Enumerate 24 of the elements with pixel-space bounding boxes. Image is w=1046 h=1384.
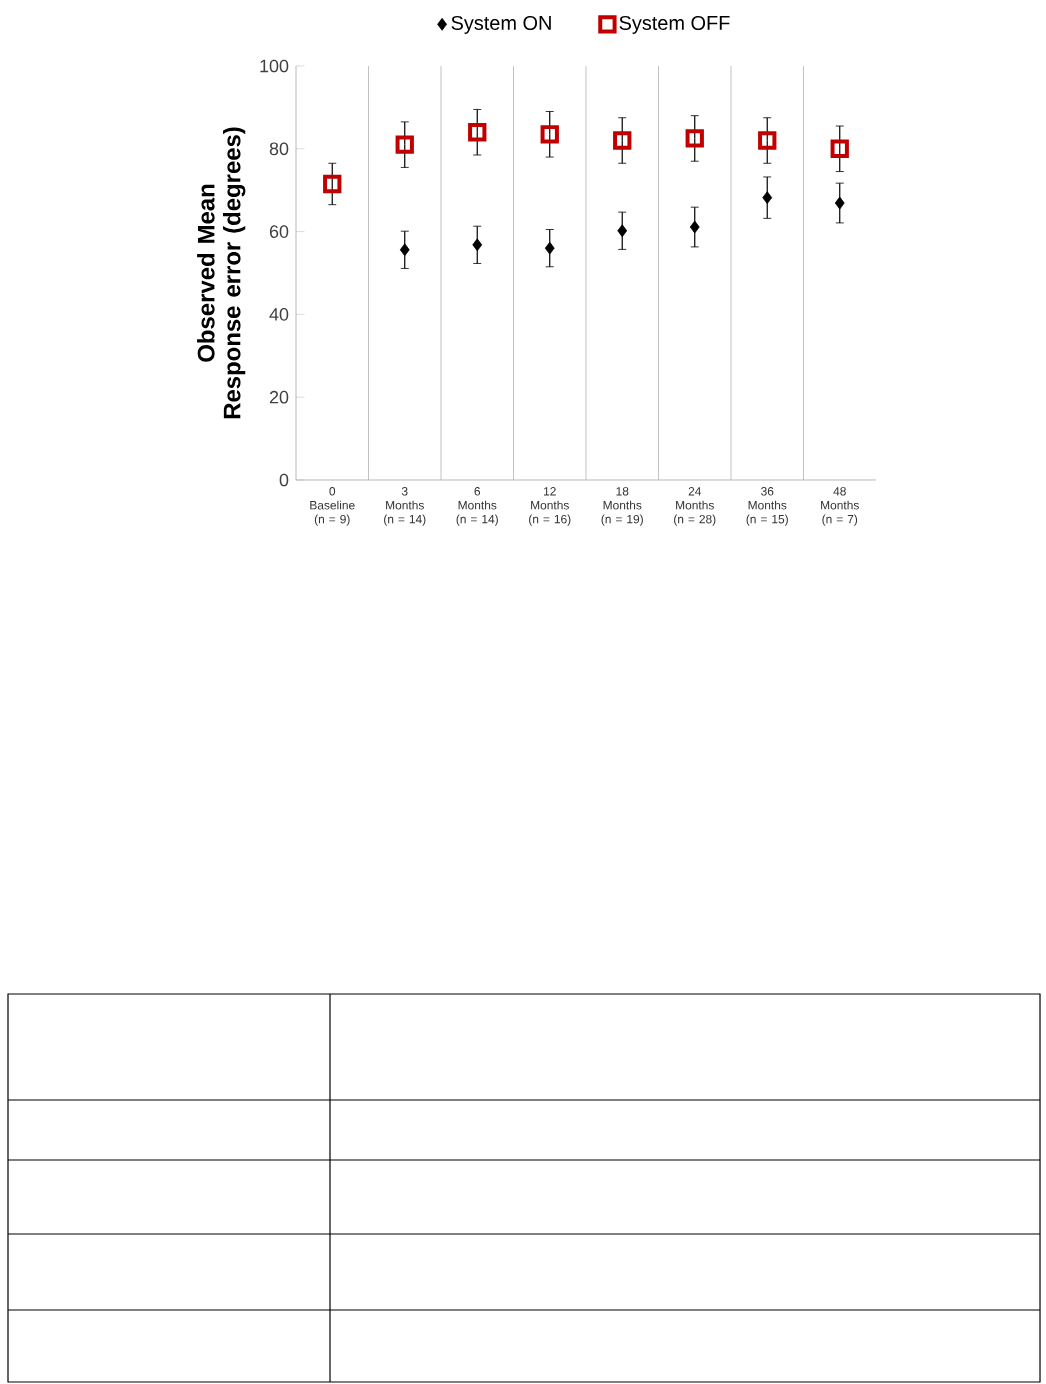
point — [395, 135, 414, 154]
point — [544, 241, 555, 255]
point — [758, 131, 777, 150]
point — [834, 196, 845, 210]
point — [468, 123, 487, 142]
point — [613, 131, 632, 150]
point — [399, 243, 410, 257]
y-tick-label: 60 — [269, 225, 289, 238]
point — [762, 191, 773, 205]
y-tick-label: 100 — [260, 59, 289, 73]
point — [830, 139, 849, 158]
point — [685, 129, 704, 148]
point — [323, 174, 342, 194]
y-tick-label: 0 — [279, 473, 289, 487]
y-axis-title: Observed Mean Response error (degrees) — [197, 127, 246, 419]
point — [472, 238, 483, 252]
y-tick-label: 20 — [269, 390, 289, 404]
point — [617, 224, 628, 238]
point — [540, 125, 559, 144]
legend-label: System OFF — [619, 15, 730, 34]
y-tick-label: 80 — [269, 142, 289, 156]
legend-label: System ON — [451, 15, 551, 34]
y-tick-label: 40 — [269, 308, 289, 321]
point — [689, 220, 700, 234]
